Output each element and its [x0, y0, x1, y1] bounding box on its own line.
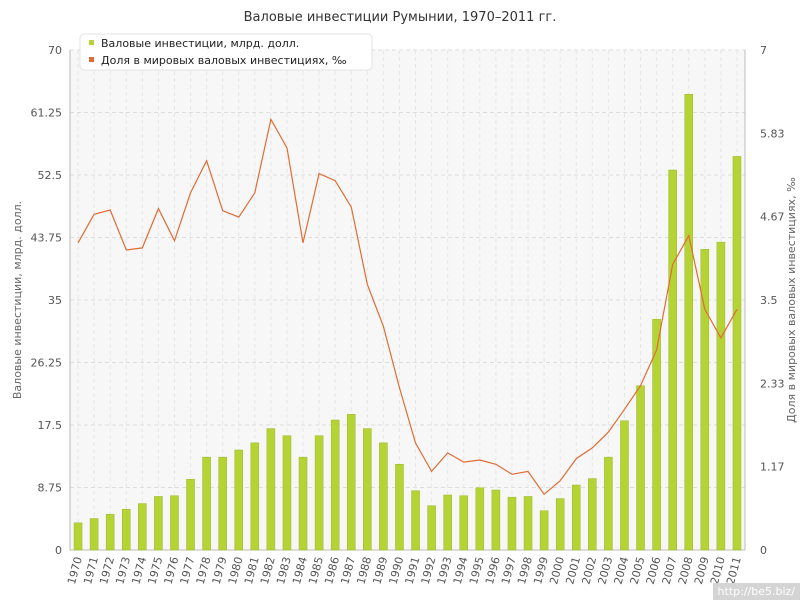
- bar: [73, 522, 83, 551]
- bar: [154, 496, 163, 551]
- bar: [266, 428, 276, 551]
- y-left-tick-label: 52.5: [38, 169, 63, 182]
- bar: [186, 479, 195, 551]
- bar: [523, 496, 533, 551]
- bar: [298, 456, 308, 551]
- bar: [250, 442, 260, 551]
- bar: [668, 169, 677, 551]
- bar-series: [73, 94, 742, 551]
- chart-title: Валовые инвестиции Румынии, 1970–2011 гг…: [243, 10, 557, 25]
- y-right-tick-label: 1.17: [760, 460, 785, 473]
- bar: [588, 478, 597, 551]
- bar: [571, 484, 581, 551]
- bar: [138, 503, 147, 551]
- bar: [121, 509, 131, 551]
- legend-box: [79, 33, 373, 71]
- grid: [70, 49, 745, 550]
- y-axis-right-label: Доля в мировых валовых инвестициях, ‰: [785, 177, 798, 423]
- legend-label-line: Доля в мировых валовых инвестициях, ‰: [101, 54, 347, 67]
- watermark: http://be5.biz/: [712, 583, 800, 600]
- bar: [346, 414, 356, 551]
- bar: [282, 435, 292, 551]
- bar: [202, 456, 211, 551]
- y-right-tick-label: 2.33: [760, 378, 785, 391]
- y-right-tick-label: 7: [760, 44, 767, 57]
- y-left-tick-label: 61.25: [31, 107, 63, 120]
- line-series-path: [77, 117, 738, 496]
- y-left-tick-label: 26.25: [31, 357, 63, 370]
- y-axis-left-label: Валовые инвестиции, млрд. долл.: [11, 201, 24, 399]
- legend-swatch-line: [89, 57, 94, 62]
- bar: [363, 428, 372, 551]
- y-left-tick-label: 0: [55, 544, 62, 557]
- bar: [604, 456, 613, 551]
- bar: [539, 510, 549, 551]
- y-right-tick-label: 4.67: [760, 210, 785, 223]
- bar: [459, 495, 469, 551]
- bar: [314, 435, 324, 551]
- legend-swatch-bar: [89, 40, 94, 45]
- y-left-tick-label: 35: [48, 294, 62, 307]
- bar: [105, 514, 115, 551]
- y-right-tick-label: 3.5: [760, 294, 778, 307]
- bar: [636, 385, 645, 551]
- tick-labels: 0 8.75 17.5 26.25 35 43.75 52.5 61.25 70 0 1.17 2.3…: [31, 44, 785, 586]
- bar: [170, 495, 179, 551]
- y-left-tick-label: 43.75: [31, 232, 63, 245]
- bar: [443, 494, 452, 551]
- legend: Валовые инвестиции, млрд. долл. Доля в м…: [79, 33, 373, 71]
- bar: [395, 464, 404, 551]
- bar: [411, 490, 420, 551]
- axes: [69, 50, 746, 551]
- bar: [427, 505, 436, 551]
- bar: [716, 241, 726, 551]
- bar: [507, 496, 517, 551]
- bar: [555, 498, 565, 551]
- y-left-tick-label: 17.5: [38, 419, 63, 432]
- legend-label-bar: Валовые инвестиции, млрд. долл.: [101, 37, 299, 50]
- bar: [379, 442, 388, 551]
- bar: [234, 449, 244, 551]
- bar: [475, 487, 485, 551]
- y-left-tick-label: 70: [48, 44, 62, 57]
- bar: [700, 249, 710, 551]
- bar: [218, 456, 227, 551]
- bar: [684, 94, 694, 551]
- bar: [330, 419, 340, 551]
- bar: [652, 319, 661, 551]
- bar: [491, 489, 501, 551]
- bar: [89, 518, 99, 551]
- bar: [732, 156, 742, 551]
- line-series: [77, 117, 738, 496]
- y-right-tick-label: 5.83: [760, 128, 785, 141]
- y-left-tick-label: 8.75: [38, 482, 63, 495]
- bar: [620, 420, 629, 551]
- y-right-tick-label: 0: [760, 544, 767, 557]
